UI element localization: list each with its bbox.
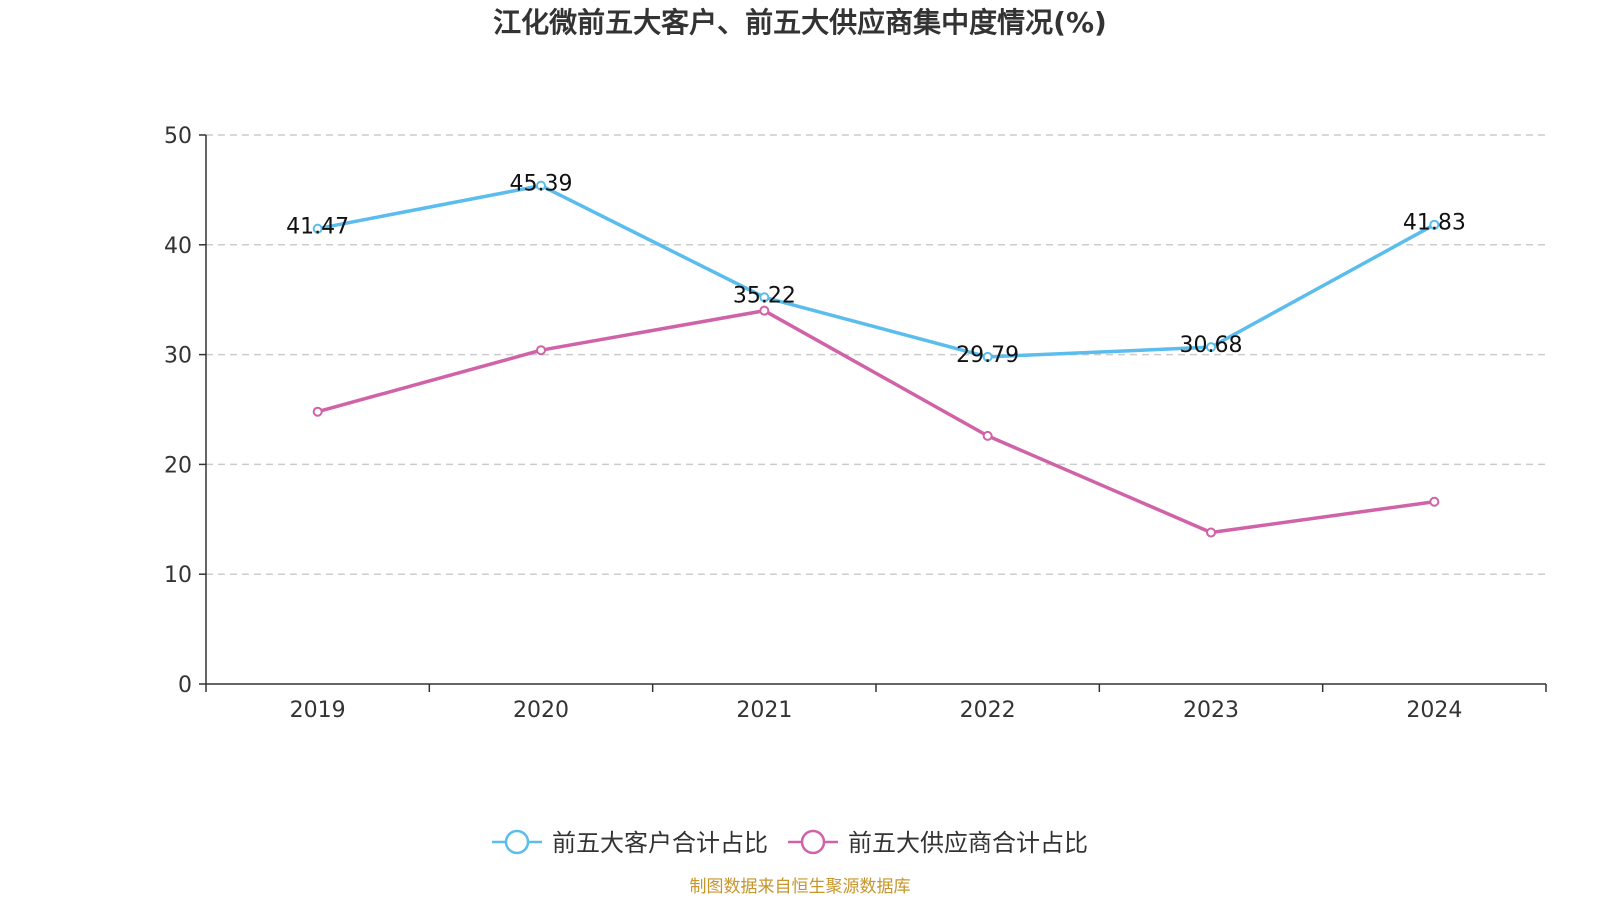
y-tick-label: 30 [164,344,192,369]
y-tick-label: 50 [164,124,192,149]
data-point[interactable] [1429,496,1440,507]
data-point[interactable] [536,180,546,191]
legend-item-2[interactable]: 前五大供应商合计占比 [788,829,1088,857]
data-label: 35.22 [733,283,796,308]
legend[interactable]: 前五大客户合计占比 前五大供应商合计占比 [492,829,1088,857]
x-tick-label: 2021 [736,698,792,723]
data-point[interactable] [1206,527,1216,538]
chart-title: 江化微前五大客户、前五大供应商集中度情况(%) [493,6,1107,39]
legend-label: 前五大供应商合计占比 [848,829,1088,857]
data-point[interactable] [1206,342,1216,353]
data-labels: 41.47 45.39 35.22 29.79 30.68 41.83 [286,172,1466,368]
source-note: 制图数据来自恒生聚源数据库 [690,877,911,897]
data-point[interactable] [536,345,546,356]
data-label: 41.83 [1403,211,1466,236]
data-point[interactable] [759,292,770,303]
legend-item-1[interactable]: 前五大客户合计占比 [492,829,768,857]
gridlines [206,134,1546,575]
data-point[interactable] [312,223,323,234]
series-lines [312,180,1440,538]
data-label: 30.68 [1180,333,1243,358]
legend-marker-icon [504,829,530,855]
x-tick-label: 2023 [1183,698,1239,723]
data-label: 29.79 [956,343,1019,368]
data-label: 45.39 [510,172,573,197]
data-label: 41.47 [286,215,349,240]
x-tick-label: 2022 [960,698,1016,723]
series-line-1 [315,183,1437,359]
x-tick-label: 2019 [290,698,346,723]
legend-label: 前五大客户合计占比 [552,829,768,857]
data-point[interactable] [759,305,770,316]
x-tick-label: 2024 [1406,698,1462,723]
data-point[interactable] [312,406,323,417]
series-line-2 [315,308,1437,535]
data-point[interactable] [982,351,993,362]
y-tick-label: 20 [164,453,192,478]
data-point[interactable] [982,430,993,441]
data-point[interactable] [1429,219,1440,230]
y-tick-label: 40 [164,234,192,259]
y-tick-label: 0 [178,673,192,698]
legend-marker-icon [800,829,826,855]
y-tick-label: 10 [164,563,192,588]
axes: 0 10 20 30 40 50 2019 2020 2021 2022 2023 2024 [164,124,1547,723]
x-tick-label: 2020 [513,698,569,723]
